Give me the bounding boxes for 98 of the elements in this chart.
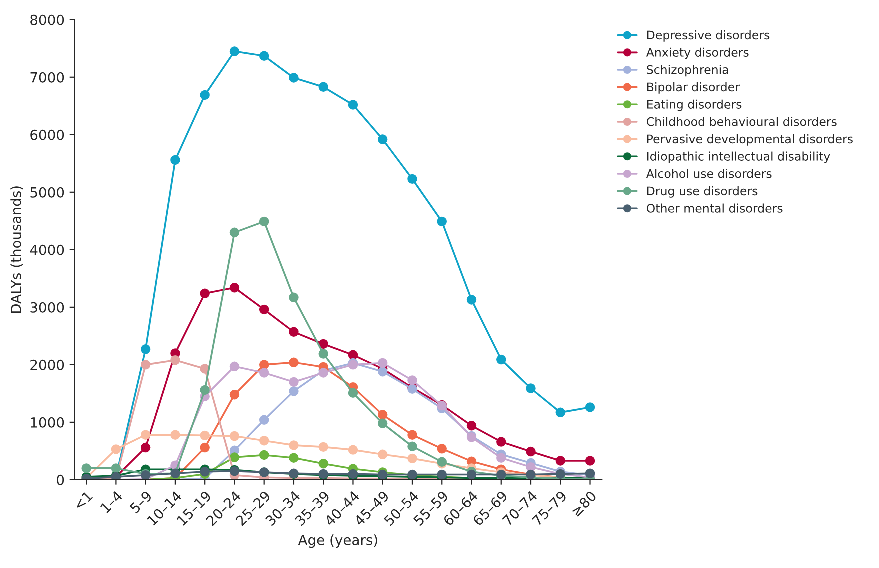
x-axis-title: Age (years) [298,534,378,548]
point [259,304,270,315]
point [140,442,151,453]
point [259,450,270,460]
legend-label: Alcohol use disorders [646,169,772,178]
point [408,442,418,452]
point [585,402,596,412]
point [378,134,388,144]
legend-label: Childhood behavioural disorders [647,117,837,126]
point [230,46,240,56]
point [140,430,151,440]
legend-label: Eating disorders [648,100,742,112]
point [259,436,270,446]
point [140,360,151,370]
point [378,366,388,377]
point [259,415,270,426]
point [526,384,536,394]
point [170,430,180,440]
point [348,388,358,398]
point [230,390,240,400]
point [170,355,180,366]
point [466,470,477,480]
point [496,453,506,463]
point [556,408,566,418]
y-tick-label: 7000 [30,72,64,83]
y-tick-label: 2000 [30,360,64,370]
point [348,350,358,360]
point [585,456,596,466]
point [378,358,388,368]
legend-label: Schizophrenia [647,65,728,77]
point [466,295,477,305]
point [259,51,270,61]
point [289,73,299,83]
point [259,216,270,227]
point [230,362,240,372]
point [230,228,240,238]
point [111,444,122,454]
legend-label: Idiopathic intellectual disability [648,152,830,164]
legend-label: Other mental disorders [647,204,783,213]
y-tick-label: 6000 [30,130,64,140]
y-tick-label: 1000 [31,417,64,428]
point [378,418,388,428]
point [437,444,447,454]
x-tick-label: 1–4 [100,490,124,514]
point [496,354,506,365]
point [348,445,358,455]
y-tick-label: 8000 [30,14,64,26]
point [496,437,506,447]
point [200,90,210,100]
point [526,446,536,457]
point [408,174,418,184]
point [200,385,210,396]
point [408,454,418,464]
point [200,430,210,441]
point [200,442,210,453]
point [259,368,270,378]
y-tick-label: 4000 [30,244,64,256]
point [318,339,328,350]
point [318,442,328,452]
point [289,386,299,396]
point [82,464,92,474]
point [230,431,240,442]
point [140,344,151,354]
point [289,453,299,463]
x-tick-label: <1 [73,490,94,511]
legend-label: Drug use disorders [648,186,758,198]
point [230,452,240,462]
y-tick-label: 5000 [30,187,64,198]
point [200,467,210,477]
point [318,349,328,359]
point [230,283,240,293]
point [289,377,299,388]
point [289,292,299,303]
point [111,464,122,474]
point [466,421,477,431]
y-tick-label: 3000 [30,302,64,313]
point [170,155,180,166]
point [408,376,418,386]
legend-label: Pervasive developmental disorders [648,134,853,146]
point [318,458,328,469]
point [289,358,299,368]
point [318,368,328,378]
point [289,327,299,338]
point [259,360,270,370]
point [348,100,358,110]
legend-label: Bipolar disorder [648,82,740,94]
point [437,216,447,227]
point [408,430,418,440]
y-axis-title: DALYs (thousands) [10,186,24,314]
legend-label: Depressive disorders [648,30,770,42]
point [289,440,299,450]
y-tick-label: 0 [57,474,64,486]
point [318,82,328,92]
point [200,288,210,298]
point [378,410,388,420]
point [556,456,566,466]
legend-label: Anxiety disorders [646,48,749,60]
point [378,450,388,460]
